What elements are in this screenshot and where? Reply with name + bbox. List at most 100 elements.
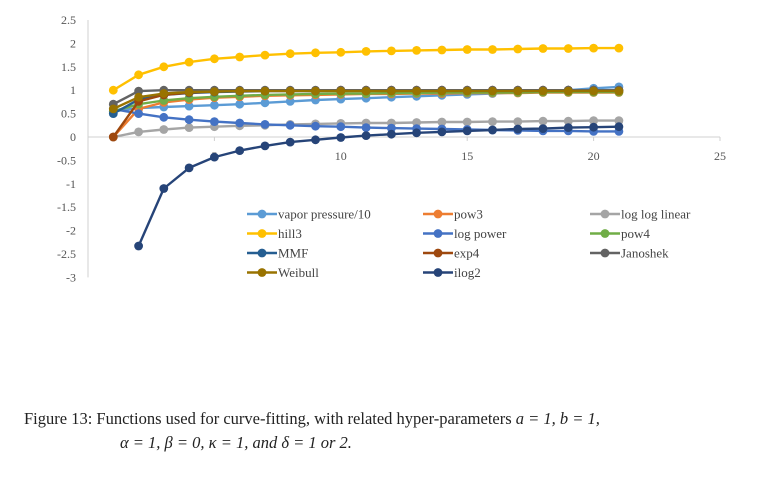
data-point	[488, 45, 497, 54]
data-point	[412, 128, 421, 138]
data-point	[437, 117, 447, 127]
legend-item-pow4: pow4	[590, 226, 650, 241]
legend-label: hill3	[278, 226, 302, 241]
data-point	[462, 117, 472, 127]
data-point	[235, 146, 245, 156]
data-point	[462, 45, 472, 54]
data-point	[285, 137, 295, 147]
legend-label: ilog2	[454, 265, 481, 280]
data-point	[614, 86, 624, 96]
data-point	[488, 117, 497, 126]
legend-swatch-marker	[257, 229, 267, 238]
data-point	[134, 92, 144, 102]
data-point	[412, 86, 421, 96]
data-point	[210, 100, 219, 110]
data-point	[260, 86, 270, 96]
data-point	[513, 124, 523, 134]
x-tick-label: 10	[335, 149, 347, 163]
series-hill3	[108, 43, 624, 95]
data-point	[235, 99, 245, 109]
legend-item-log-log-linear: log log linear	[590, 207, 691, 222]
data-point	[134, 127, 144, 137]
legend-swatch-marker	[257, 248, 267, 258]
data-point	[589, 43, 598, 53]
y-tick-label: 2	[70, 36, 76, 50]
y-tick-label: -2.5	[57, 247, 76, 261]
data-point	[563, 86, 573, 96]
data-point	[412, 46, 421, 55]
data-point	[538, 44, 548, 53]
caption-math-line2: α = 1, β = 0, κ = 1, and δ = 1 or 2.	[120, 433, 352, 452]
y-tick-label: 0.5	[61, 107, 76, 121]
legend-label: log power	[454, 226, 507, 241]
series-weibull	[108, 86, 624, 114]
data-point	[412, 118, 421, 127]
data-point	[134, 70, 144, 80]
data-point	[235, 52, 245, 62]
curve-fitting-chart: 2.521.510.50-0.5-1-1.5-2-2.5-3510152025 …	[57, 13, 726, 284]
data-point	[614, 43, 624, 53]
data-point	[159, 89, 169, 98]
data-point	[387, 123, 396, 133]
data-point	[210, 54, 219, 64]
data-point	[184, 87, 194, 97]
legend-item-hill3: hill3	[247, 226, 302, 241]
x-tick-label: 15	[461, 149, 473, 163]
data-point	[260, 141, 270, 151]
data-point	[159, 125, 169, 134]
data-point	[488, 86, 497, 96]
y-tick-label: -2	[66, 224, 76, 238]
data-point	[589, 86, 598, 96]
data-point	[184, 101, 194, 111]
x-tick-label: 20	[588, 149, 600, 163]
data-point	[336, 133, 346, 142]
x-tick-label: 25	[714, 149, 726, 163]
legend-label: MMF	[278, 246, 308, 261]
legend-swatch-marker	[257, 209, 267, 219]
figure-caption: Figure 13: Functions used for curve-fitt…	[24, 407, 754, 455]
data-point	[210, 87, 219, 96]
data-point	[336, 47, 346, 57]
data-point	[589, 116, 598, 125]
legend-item-pow3: pow3	[423, 207, 483, 222]
data-point	[134, 241, 144, 251]
data-point	[108, 132, 118, 142]
legend-swatch-marker	[600, 209, 610, 219]
data-point	[184, 57, 194, 67]
data-point	[260, 50, 270, 60]
data-point	[159, 184, 169, 193]
y-tick-label: -1	[66, 177, 76, 191]
data-point	[210, 117, 219, 126]
data-point	[361, 123, 371, 132]
data-point	[462, 126, 472, 136]
data-point	[488, 125, 497, 135]
y-tick-label: 0	[70, 130, 76, 144]
data-point	[589, 122, 598, 132]
data-point	[336, 122, 346, 132]
legend-swatch-marker	[600, 229, 610, 238]
data-point	[563, 116, 573, 126]
legend-label: pow4	[621, 226, 650, 241]
legend-label: log log linear	[621, 207, 691, 222]
data-point	[285, 49, 295, 59]
series-line	[137, 125, 619, 247]
data-point	[563, 44, 573, 53]
data-point	[387, 46, 396, 56]
data-point	[184, 123, 194, 132]
legend-label: pow3	[454, 207, 483, 222]
data-point	[311, 48, 320, 58]
y-tick-label: 1	[70, 83, 76, 97]
legend-swatch-marker	[433, 229, 443, 238]
data-point	[134, 109, 144, 118]
y-tick-label: -0.5	[57, 153, 76, 167]
data-point	[513, 86, 523, 96]
data-point	[437, 127, 447, 137]
legend-item-weibull: Weibull	[247, 265, 319, 280]
data-point	[285, 97, 295, 106]
caption-math-line1: a = 1, b = 1,	[515, 409, 600, 428]
legend-label: vapor pressure/10	[278, 207, 371, 222]
data-point	[159, 112, 169, 122]
data-point	[538, 86, 548, 96]
data-point	[361, 47, 371, 56]
legend-item-log-power: log power	[423, 226, 507, 241]
